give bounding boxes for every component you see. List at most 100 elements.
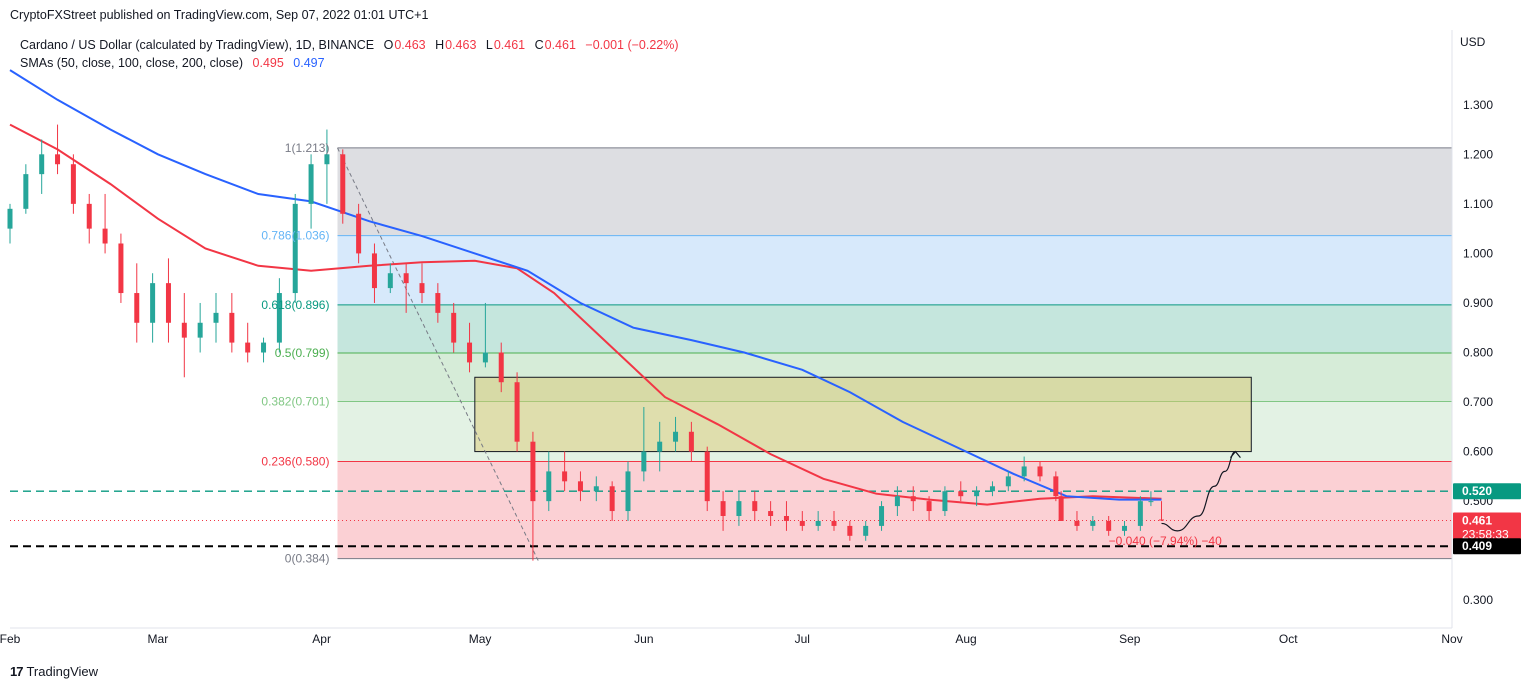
fib-level-label: 0.5(0.799) [275, 346, 330, 360]
candle [1122, 520, 1128, 536]
candle-body [197, 322, 203, 338]
ohlc-legend: Cardano / US Dollar (calculated by Tradi… [20, 38, 679, 52]
candle [894, 486, 900, 516]
candle-body [213, 312, 219, 323]
candle [229, 293, 235, 353]
candle-body [530, 441, 536, 502]
candle [799, 511, 805, 531]
sma-label: SMAs (50, close, 100, close, 200, close) [20, 56, 244, 70]
candle [847, 520, 853, 541]
axes: 1.300 1.200 1.100 1.000 0.900 0.800 0.700 0.600… [0, 30, 1493, 646]
candle-body [356, 213, 362, 254]
candle [70, 154, 76, 214]
candle-body [419, 283, 425, 294]
candle [989, 481, 995, 497]
candle [625, 461, 631, 521]
fib-level-label: 0.382(0.701) [261, 395, 329, 409]
candle-body [1106, 520, 1112, 531]
candle [577, 471, 583, 502]
candle-body [577, 481, 583, 492]
candle-body [498, 352, 504, 383]
low-value: 0.461 [493, 38, 526, 52]
candle-body [688, 431, 694, 452]
sma50-value: 0.495 [252, 56, 284, 70]
candle [39, 139, 45, 194]
measure-label: −0.040 (−7.94%) −40 [1109, 534, 1222, 548]
candle-body [1037, 466, 1043, 477]
candle-body [134, 293, 140, 323]
candle [1148, 491, 1154, 507]
time-tick-label: Nov [1441, 632, 1462, 646]
candle-body [451, 312, 457, 343]
candle-body [70, 164, 76, 204]
candle [783, 501, 789, 531]
projection-path: −0.040 (−7.94%) −40 [1109, 450, 1241, 548]
candle [641, 407, 647, 482]
symbol-title: Cardano / US Dollar (calculated by Tradi… [20, 38, 375, 52]
price-tick-label: 1.100 [1463, 197, 1493, 211]
candle-body [1074, 520, 1080, 526]
candle [879, 501, 885, 531]
fib-level-label: 0.618(0.896) [261, 298, 329, 312]
candle-body [1122, 525, 1128, 531]
candle-body [229, 312, 235, 343]
candle-body [736, 501, 742, 516]
candle [831, 511, 837, 531]
candle-body [371, 253, 377, 289]
candle [1021, 456, 1027, 482]
candle-body [1158, 519, 1164, 521]
candle [356, 203, 362, 264]
candle [102, 193, 108, 254]
candle [419, 263, 425, 303]
candle [1058, 491, 1064, 521]
sma100-value: 0.497 [293, 56, 325, 70]
candle-body [261, 342, 267, 353]
candle [736, 491, 742, 526]
price-tick-label: 1.200 [1463, 147, 1493, 161]
candle [1005, 471, 1011, 492]
candle-body [704, 451, 710, 502]
candle-body [641, 451, 647, 472]
candle-body [118, 243, 124, 294]
high-value: 0.463 [445, 38, 477, 52]
candle [609, 481, 615, 521]
candle [7, 203, 13, 244]
candle-body [150, 283, 156, 323]
candle-body [974, 491, 980, 497]
price-tick-label: 1.000 [1463, 246, 1493, 260]
price-tick-label: 0.300 [1463, 593, 1493, 607]
candle [86, 193, 92, 244]
candle [118, 233, 124, 303]
candle-body [673, 431, 679, 442]
candle-body [435, 293, 441, 313]
candles [7, 124, 1164, 561]
close-label: C [534, 38, 544, 52]
candle [150, 273, 156, 343]
candle-body [1090, 520, 1096, 526]
time-tick-label: Sep [1119, 632, 1141, 646]
candle-body [467, 342, 473, 363]
candle [926, 496, 932, 521]
candle-body [387, 273, 393, 289]
candle [1037, 461, 1043, 482]
candle-body [863, 525, 869, 536]
supply-zone [474, 376, 1252, 453]
sma50-line [9, 123, 1162, 506]
fib-level-label: 0.786(1.036) [261, 229, 329, 243]
fib-band [337, 235, 1452, 305]
open-value: 0.463 [394, 38, 426, 52]
fib-level-label: 0(0.384) [285, 552, 330, 566]
candle [1106, 516, 1112, 536]
price-tick-label: 0.900 [1463, 296, 1493, 310]
candle-body [989, 486, 995, 492]
candle [23, 164, 29, 214]
candle [863, 520, 869, 541]
candle-body [625, 471, 631, 512]
candle-body [403, 273, 409, 284]
sma-lines [9, 69, 1162, 506]
candle [593, 476, 599, 502]
candle-body [482, 352, 488, 363]
candle [1137, 496, 1143, 531]
footer-brand[interactable]: 17 TradingView [10, 664, 98, 679]
